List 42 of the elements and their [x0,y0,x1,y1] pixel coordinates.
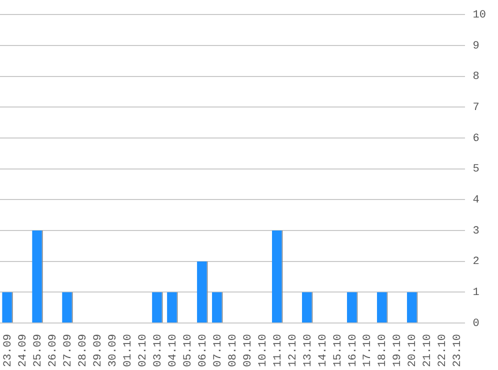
x-tick-label: 22.10 [437,334,450,368]
x-tick-label: 05.10 [182,334,194,368]
y-tick-label: 7 [472,102,480,114]
x-tick-label: 02.10 [137,334,150,368]
x-tick-label: 30.09 [107,334,120,368]
x-tick-label: 29.09 [92,334,104,368]
x-tick-label: 03.10 [152,334,164,368]
x-tick-label: 14.10 [317,334,330,368]
x-tick-label: 15.10 [332,334,344,368]
x-tick-label: 23.09 [2,334,14,368]
x-tick-label: 06.10 [197,334,210,368]
y-tick-label: 6 [472,132,480,145]
y-tick-label: 8 [472,71,480,84]
y-tick-label: 2 [472,256,480,268]
y-tick-label: 3 [472,225,480,238]
x-tick-label: 25.09 [32,334,44,368]
y-tick-label: 1 [472,287,480,300]
x-tick-label: 10.10 [257,334,270,368]
x-tick-label: 26.09 [47,334,60,368]
x-tick-label: 24.09 [17,334,30,368]
y-tick-label: 4 [472,194,480,207]
x-tick-label: 07.10 [212,334,224,368]
x-tick-label: 04.10 [167,334,180,368]
x-tick-label: 21.10 [422,334,434,368]
x-tick-label: 01.10 [122,334,134,368]
x-tick-label: 16.10 [347,334,360,368]
x-tick-label: 28.09 [77,334,90,368]
x-tick-label: 18.10 [377,334,390,368]
y-tick-label: 5 [472,164,480,176]
x-tick-label: 23.10 [452,334,464,368]
x-tick-label: 17.10 [362,334,374,368]
x-tick-label: 27.09 [62,334,74,368]
x-tick-label: 19.10 [392,334,404,368]
x-tick-label: 11.10 [272,334,284,368]
x-tick-label: 12.10 [287,334,300,368]
y-tick-label: 9 [472,40,480,52]
x-tick-label: 09.10 [242,334,254,368]
y-tick-label: 10 [472,10,486,22]
y-tick-label: 0 [472,318,480,330]
x-tick-label: 20.10 [407,334,420,368]
x-tick-label: 13.10 [302,334,314,368]
x-tick-label: 08.10 [227,334,240,368]
